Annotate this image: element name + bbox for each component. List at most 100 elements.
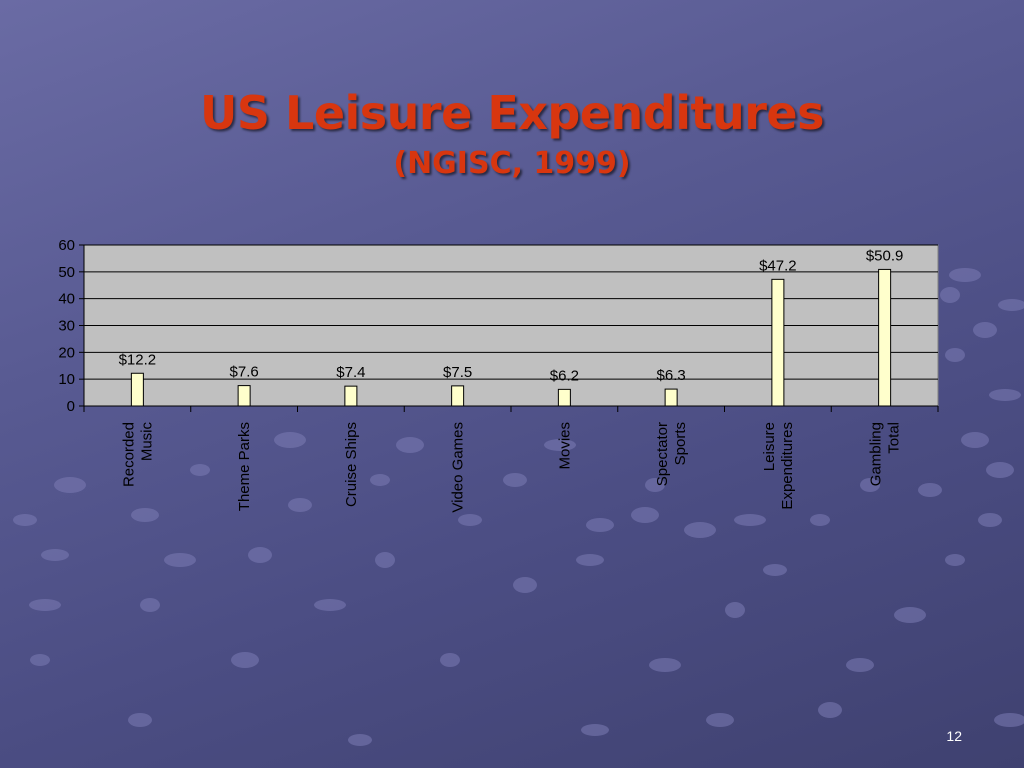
y-tick-label: 40	[58, 291, 75, 308]
background-dot	[949, 268, 981, 282]
data-label: $6.2	[550, 367, 579, 384]
background-dot	[734, 514, 766, 526]
background-dot	[140, 598, 160, 612]
background-dot	[396, 437, 424, 453]
background-dot	[248, 547, 272, 563]
x-tick-label: Recorded Music	[120, 422, 155, 488]
background-dot	[945, 554, 965, 566]
background-dot	[190, 464, 210, 476]
background-dot	[846, 658, 874, 672]
background-dot	[544, 439, 576, 451]
x-tick-label: Leisure Expenditures	[761, 422, 796, 510]
background-dot	[231, 652, 259, 668]
background-dot	[503, 473, 527, 487]
x-tick-label-line: Total	[886, 422, 903, 454]
x-tick-label: Spectator Sports	[654, 422, 689, 486]
bar	[878, 268, 892, 407]
background-dot	[860, 478, 880, 492]
y-tick-label: 30	[58, 318, 75, 335]
x-tick-label-line: Cruise Ships	[343, 422, 360, 507]
bar	[344, 385, 358, 407]
bar	[451, 385, 465, 407]
page-number: 12	[946, 728, 962, 744]
bar	[237, 385, 251, 407]
x-tick-label-line: Spectator	[654, 422, 671, 486]
background-dot	[989, 389, 1021, 401]
background-dot	[41, 549, 69, 561]
background-dot	[998, 299, 1024, 311]
background-dot	[706, 713, 734, 727]
y-tick-label: 20	[58, 344, 75, 361]
data-label: $7.6	[230, 364, 259, 381]
background-dot	[370, 474, 390, 486]
background-dot	[164, 553, 196, 567]
background-dot	[810, 514, 830, 526]
data-label: $7.4	[336, 364, 365, 381]
slide-title: US Leisure Expenditures	[200, 86, 824, 140]
x-tick-label: Cruise Ships	[343, 422, 360, 507]
bar	[664, 388, 678, 407]
background-dot	[576, 554, 604, 566]
x-tick-label-line: Sports	[672, 422, 689, 465]
bar	[557, 388, 571, 407]
background-dot	[973, 322, 997, 338]
x-tick-label: Gambling Total	[868, 422, 903, 486]
background-dot	[128, 713, 152, 727]
background-dot	[940, 287, 960, 303]
background-dot	[288, 498, 312, 512]
background-dot	[586, 518, 614, 532]
data-label: $12.2	[119, 351, 157, 368]
background-dot	[29, 599, 61, 611]
background-dot	[581, 724, 609, 736]
bar	[771, 278, 785, 407]
background-dot	[375, 552, 395, 568]
background-dot	[961, 432, 989, 448]
background-dot	[314, 599, 346, 611]
background-dot	[986, 462, 1014, 478]
data-label: $6.3	[657, 367, 686, 384]
background-dot	[458, 514, 482, 526]
background-dot	[763, 564, 787, 576]
x-tick-label: Video Games	[450, 422, 467, 513]
data-label: $47.2	[759, 257, 797, 274]
background-dot	[978, 513, 1002, 527]
data-label: $7.5	[443, 364, 472, 381]
background-dot	[918, 483, 942, 497]
background-dot	[645, 478, 665, 492]
background-dot	[30, 654, 50, 666]
x-tick-label-line: Movies	[556, 422, 573, 470]
background-dot	[131, 508, 159, 522]
background-dot	[945, 348, 965, 362]
x-tick-label-line: Gambling	[868, 422, 885, 486]
x-tick-label: Theme Parks	[236, 422, 253, 511]
background-dot	[649, 658, 681, 672]
x-tick-label-line: Expenditures	[779, 422, 796, 510]
x-tick-label-line: Theme Parks	[236, 422, 253, 511]
background-dot	[274, 432, 306, 448]
y-tick-label: 60	[58, 237, 75, 254]
background-dot	[54, 477, 86, 493]
x-tick-label: Movies	[556, 422, 573, 470]
background-dot	[348, 734, 372, 746]
data-label: $50.9	[866, 247, 904, 264]
slide-subtitle: (NGISC, 1999)	[393, 146, 631, 181]
y-tick-label: 50	[58, 264, 75, 281]
background-dot	[440, 653, 460, 667]
x-tick-label-line: Leisure	[761, 422, 778, 471]
y-tick-label: 10	[58, 371, 75, 388]
background-dot	[894, 607, 926, 623]
background-dot	[13, 514, 37, 526]
y-tick-label: 0	[67, 398, 75, 415]
background-dot	[631, 507, 659, 523]
background-dot	[994, 713, 1024, 727]
background-dot	[684, 522, 716, 538]
bar	[130, 372, 144, 407]
x-tick-label-line: Video Games	[450, 422, 467, 513]
background-dot	[725, 602, 745, 618]
background-dot	[513, 577, 537, 593]
x-tick-label-line: Music	[138, 422, 155, 462]
background-dot	[818, 702, 842, 718]
x-tick-label-line: Recorded	[120, 422, 137, 487]
